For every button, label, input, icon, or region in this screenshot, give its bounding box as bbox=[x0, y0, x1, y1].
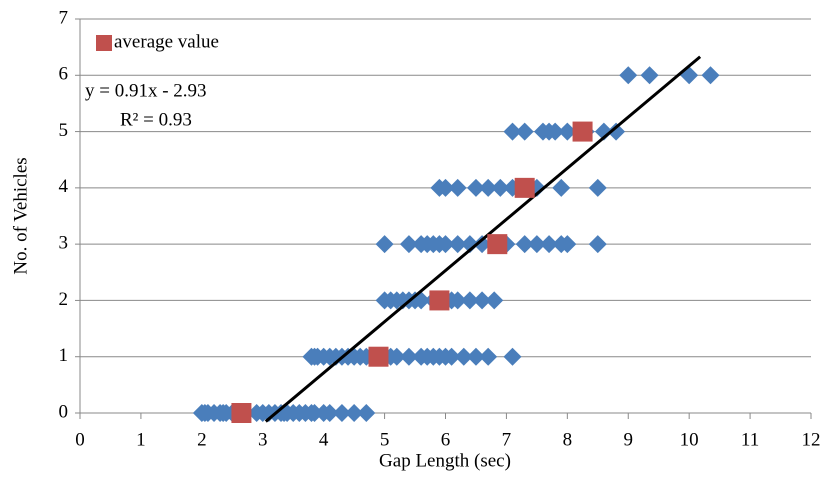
data-point bbox=[305, 404, 324, 422]
x-tick-label: 4 bbox=[319, 429, 329, 450]
x-axis-title: Gap Length (sec) bbox=[379, 450, 511, 471]
data-point bbox=[540, 235, 559, 254]
x-tick-label: 12 bbox=[802, 429, 821, 450]
data-point bbox=[680, 66, 699, 85]
data-point bbox=[491, 178, 510, 197]
data-point bbox=[546, 122, 565, 141]
y-tick-label: 3 bbox=[59, 233, 69, 254]
y-tick-label: 0 bbox=[59, 401, 69, 422]
data-point bbox=[619, 66, 638, 85]
data-point bbox=[588, 178, 607, 197]
average-point bbox=[368, 346, 389, 367]
data-point bbox=[454, 347, 473, 366]
average-point bbox=[429, 290, 450, 311]
trendline bbox=[264, 55, 702, 423]
y-tick-label: 2 bbox=[59, 289, 69, 310]
data-point bbox=[552, 178, 571, 197]
data-point bbox=[399, 235, 418, 254]
average-point bbox=[514, 177, 535, 198]
legend-label: average value bbox=[114, 31, 219, 52]
data-point bbox=[448, 235, 467, 254]
data-point bbox=[503, 122, 522, 141]
legend-swatch bbox=[96, 35, 112, 51]
data-point bbox=[515, 122, 534, 141]
data-point bbox=[479, 347, 498, 366]
data-point bbox=[375, 235, 394, 254]
data-point bbox=[448, 291, 467, 310]
data-point bbox=[332, 404, 351, 422]
data-point bbox=[558, 235, 577, 254]
x-tick-label: 2 bbox=[197, 429, 207, 450]
data-point bbox=[357, 404, 376, 422]
x-tick-label: 0 bbox=[75, 429, 85, 450]
data-point bbox=[640, 66, 659, 85]
y-axis-title: No. of Vehicles bbox=[10, 157, 31, 274]
x-tick-label: 5 bbox=[380, 429, 390, 450]
y-tick-label: 6 bbox=[59, 64, 69, 85]
data-point bbox=[503, 347, 522, 366]
data-point bbox=[527, 235, 546, 254]
r-squared: R² = 0.93 bbox=[120, 109, 192, 130]
x-tick-label: 11 bbox=[741, 429, 759, 450]
data-point bbox=[588, 235, 607, 254]
equation: y = 0.91x - 2.93 bbox=[85, 80, 207, 101]
data-point bbox=[460, 291, 479, 310]
y-tick-label: 4 bbox=[59, 176, 69, 197]
data-point bbox=[479, 178, 498, 197]
data-point bbox=[607, 122, 626, 141]
data-point bbox=[387, 347, 406, 366]
data-point bbox=[436, 178, 455, 197]
average-point bbox=[572, 121, 593, 142]
data-point bbox=[473, 291, 492, 310]
y-tick-label: 1 bbox=[59, 345, 69, 366]
x-tick-label: 3 bbox=[258, 429, 268, 450]
x-tick-label: 10 bbox=[680, 429, 699, 450]
data-point bbox=[460, 235, 479, 254]
data-point bbox=[345, 404, 364, 422]
data-point bbox=[515, 235, 534, 254]
data-point bbox=[436, 235, 455, 254]
data-point bbox=[442, 347, 461, 366]
data-point bbox=[594, 122, 613, 141]
x-tick-label: 6 bbox=[441, 429, 451, 450]
x-tick-label: 8 bbox=[563, 429, 573, 450]
data-point bbox=[485, 291, 504, 310]
average-point bbox=[231, 403, 252, 423]
data-point bbox=[473, 235, 492, 254]
data-point bbox=[558, 122, 577, 141]
data-point bbox=[466, 178, 485, 197]
x-tick-label: 9 bbox=[624, 429, 634, 450]
x-tick-label: 7 bbox=[502, 429, 512, 450]
average-point bbox=[487, 234, 508, 255]
y-tick-label: 5 bbox=[59, 120, 69, 141]
x-tick-label: 1 bbox=[136, 429, 146, 450]
data-point bbox=[399, 347, 418, 366]
data-point bbox=[701, 66, 720, 85]
y-tick-label: 7 bbox=[59, 7, 69, 28]
data-point bbox=[466, 347, 485, 366]
data-point bbox=[448, 178, 467, 197]
data-point bbox=[320, 404, 339, 422]
